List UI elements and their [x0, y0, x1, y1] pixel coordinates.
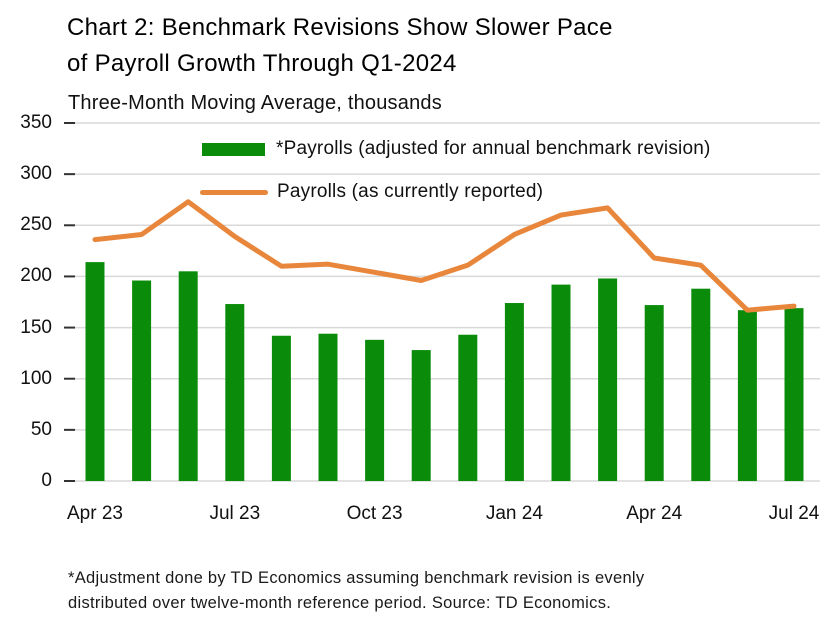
legend-item-reported-payrolls: Payrolls (as currently reported): [200, 181, 543, 203]
x-axis-label-apr-23: Apr 23: [67, 503, 123, 524]
bar-feb-24: [551, 284, 571, 481]
footnote-line1: *Adjustment done by TD Economics assumin…: [68, 569, 645, 587]
bar-jul-24: [784, 308, 804, 481]
bar-may-23: [132, 280, 152, 481]
bar-jul-23: [225, 304, 245, 481]
bar-aug-23: [271, 335, 291, 481]
bar-jun-23: [178, 271, 198, 481]
x-axis-label-jul-24: Jul 24: [768, 503, 820, 524]
legend-item-adjusted-payrolls: *Payrolls (adjusted for annual benchmark…: [202, 138, 711, 160]
bar-mar-24: [598, 278, 618, 481]
bar-oct-23: [365, 339, 385, 481]
x-axis-label-jul-23: Jul 23: [209, 503, 261, 524]
bar-jan-24: [504, 303, 524, 481]
y-axis-label-0: 0: [41, 470, 52, 491]
y-axis-label-50: 50: [30, 418, 52, 440]
x-axis-label-jan-24: Jan 24: [485, 503, 543, 524]
chart-title-line1: Chart 2: Benchmark Revisions Show Slower…: [67, 14, 613, 41]
x-axis-label-oct-23: Oct 23: [346, 503, 403, 524]
footnote-line2: distributed over twelve-month reference …: [68, 594, 612, 612]
y-axis-label-100: 100: [20, 367, 52, 389]
bar-dec-23: [458, 334, 478, 481]
y-axis-label-150: 150: [20, 316, 52, 338]
y-axis-label-300: 300: [20, 163, 52, 185]
chart-subtitle: Three-Month Moving Average, thousands: [68, 92, 442, 114]
y-axis-label-200: 200: [20, 265, 52, 287]
bar-may-24: [691, 288, 711, 481]
x-axis-label-apr-24: Apr 24: [626, 503, 683, 524]
y-axis-label-250: 250: [20, 214, 52, 236]
y-axis-label-350: 350: [20, 112, 52, 133]
bar-apr-23: [85, 262, 105, 481]
legend-bar-swatch: [202, 142, 265, 156]
chart-title: Chart 2: Benchmark Revisions Show Slower…: [67, 10, 613, 82]
bar-nov-23: [411, 350, 431, 481]
bar-sep-23: [318, 333, 338, 481]
legend-label-reported-payrolls: Payrolls (as currently reported): [277, 181, 544, 202]
chart-title-line2: of Payroll Growth Through Q1-2024: [67, 50, 457, 77]
legend-label-adjusted-payrolls: *Payrolls (adjusted for annual benchmark…: [276, 138, 711, 159]
payrolls-line: [92, 199, 797, 313]
bar-apr-24: [644, 305, 664, 481]
footnote: *Adjustment done by TD Economics assumin…: [68, 566, 644, 616]
bar-jun-24: [737, 310, 757, 481]
legend-line-swatch: [200, 189, 268, 195]
chart-plot: [64, 122, 820, 482]
